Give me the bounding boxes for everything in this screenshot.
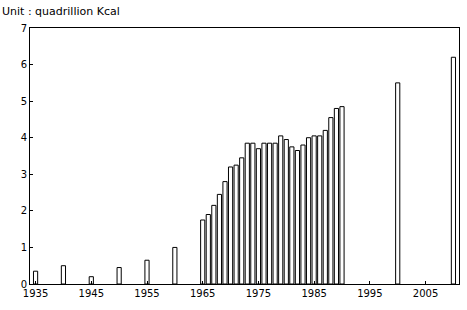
svg-text:1975: 1975 <box>246 288 271 299</box>
svg-text:1995: 1995 <box>357 288 382 299</box>
svg-text:7: 7 <box>21 23 27 34</box>
svg-text:1935: 1935 <box>23 288 48 299</box>
svg-text:2: 2 <box>21 205 27 216</box>
svg-text:1: 1 <box>21 242 27 253</box>
svg-text:2005: 2005 <box>413 288 438 299</box>
svg-text:5: 5 <box>21 96 27 107</box>
svg-text:1985: 1985 <box>301 288 326 299</box>
svg-text:0: 0 <box>21 279 27 290</box>
svg-text:1945: 1945 <box>79 288 104 299</box>
svg-text:1955: 1955 <box>134 288 159 299</box>
svg-text:4: 4 <box>21 132 27 143</box>
svg-text:6: 6 <box>21 59 27 70</box>
svg-text:Unit : quadrillion Kcal: Unit : quadrillion Kcal <box>2 5 120 18</box>
svg-text:3: 3 <box>21 169 27 180</box>
svg-text:1965: 1965 <box>190 288 215 299</box>
